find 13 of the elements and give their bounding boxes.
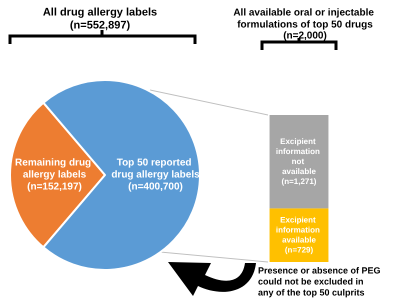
data-label: (n=729) [284,246,314,255]
text: Presence or absence of PEG could not be excluded in any of the top 50 culprits [258,266,384,298]
data-label: (n=400,700) [128,182,183,192]
slice-label: Remaining drug allergy labels [15,158,94,180]
chart-title: All drug allergy labels [42,6,158,18]
data-label: (n=152,197) [27,182,82,192]
series-label: Excipient information available [276,216,322,245]
data-label: (n=1,271) [282,177,317,186]
chart-subtitle: (n=2,000) [283,30,327,42]
slice-label: Top 50 reported drug allergy labels [111,158,200,180]
series-label: Excipient information not available [276,137,322,176]
chart-title: All available oral or injectable formulations of top 50 drugs [233,8,377,30]
chart-subtitle: (n=552,897) [70,20,130,32]
